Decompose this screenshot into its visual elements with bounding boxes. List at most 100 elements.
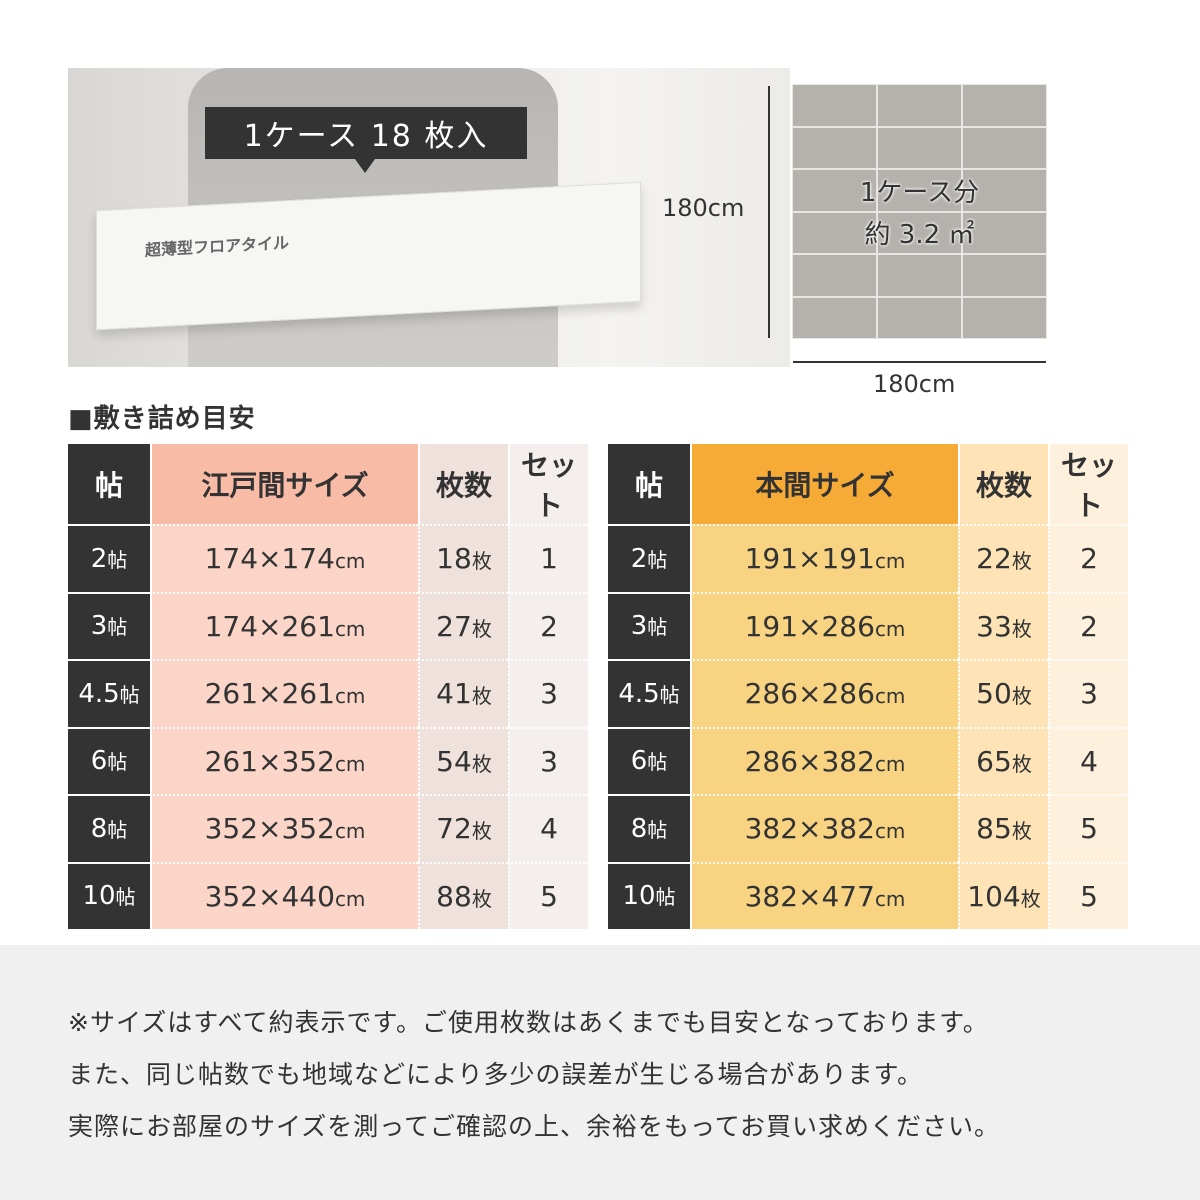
header-cell: セット [508,444,588,524]
room-size-cell: 4.5帖 [608,659,690,727]
tile-count-cell: 65枚 [958,726,1048,794]
table-row: 8帖 382×382cm 85枚 5 [608,794,1128,862]
coverage-line1: 1ケース分 [859,178,980,208]
tile-count-cell: 54枚 [418,726,508,794]
dimension-cell: 174×261cm [150,591,418,659]
tile-count-cell: 72枚 [418,794,508,862]
dimension-cell: 286×382cm [690,726,958,794]
room-size-cell: 2帖 [608,524,690,592]
set-count-cell: 5 [1048,861,1128,929]
header-cell: 枚数 [418,444,508,524]
tile-count-cell: 85枚 [958,794,1048,862]
header-cell: 帖 [608,444,690,524]
case-count-callout: 1ケース 18 枚入 [205,107,527,173]
table-row: 4.5帖 261×261cm 41枚 3 [68,659,588,727]
tile [962,211,1047,254]
header-cell: 帖 [68,444,150,524]
tile [877,296,962,339]
table-row: 4.5帖 286×286cm 50枚 3 [608,659,1128,727]
set-count-cell: 2 [1048,591,1128,659]
edo-size-table: 帖江戸間サイズ 枚数 セット 2帖 174×174cm 18枚 1 3帖 174×2… [68,444,588,929]
box-label: 超薄型フロアタイル [145,233,290,260]
table-row: 3帖 191×286cm 33枚 2 [608,591,1128,659]
set-count-cell: 5 [508,861,588,929]
tile-count-cell: 41枚 [418,659,508,727]
notes-panel: ※サイズはすべて約表示です。ご使用枚数はあくまでも目安となっております。 また、… [0,945,1200,1200]
set-count-cell: 2 [508,591,588,659]
dimension-cell: 352×352cm [150,794,418,862]
tile [792,84,877,127]
tile-count-cell: 50枚 [958,659,1048,727]
dimension-cell: 191×286cm [690,591,958,659]
tile [962,84,1047,127]
table-row: 6帖 261×352cm 54枚 3 [68,726,588,794]
product-box: 超薄型フロアタイル [96,181,641,331]
set-count-cell: 5 [1048,794,1128,862]
room-size-cell: 6帖 [608,726,690,794]
header-cell: 枚数 [958,444,1048,524]
honma-size-table: 帖本間サイズ 枚数 セット 2帖 191×191cm 22枚 2 3帖 191×28… [608,444,1128,929]
tile [792,126,877,169]
table-row: 3帖 174×261cm 27枚 2 [68,591,588,659]
tile [962,296,1047,339]
dimension-cell: 382×382cm [690,794,958,862]
tile [877,211,962,254]
room-size-cell: 3帖 [68,591,150,659]
tile-count-cell: 88枚 [418,861,508,929]
note-line: ※サイズはすべて約表示です。ご使用枚数はあくまでも目安となっております。 [68,1008,989,1037]
set-count-cell: 3 [508,659,588,727]
dimension-cell: 191×191cm [690,524,958,592]
note-line: また、同じ帖数でも地域などにより多少の誤差が生じる場合があります。 [68,1060,924,1089]
room-size-cell: 6帖 [68,726,150,794]
width-label: 180cm [873,370,956,398]
room-size-cell: 10帖 [608,861,690,929]
tile-count-cell: 22枚 [958,524,1048,592]
room-size-cell: 4.5帖 [68,659,150,727]
tile-count-cell: 27枚 [418,591,508,659]
tile-count-cell: 18枚 [418,524,508,592]
tile [962,169,1047,212]
dimension-cell: 382×477cm [690,861,958,929]
table-row: 8帖 352×352cm 72枚 4 [68,794,588,862]
tile [792,169,877,212]
tile-grid [792,84,1047,339]
coverage-line2: 約 3.2 ㎡ [864,220,975,250]
dimension-cell: 261×352cm [150,726,418,794]
header-cell: 江戸間サイズ [150,444,418,524]
dimension-cell: 174×174cm [150,524,418,592]
tile [877,84,962,127]
room-size-cell: 10帖 [68,861,150,929]
width-dimension-arrow [793,361,1046,363]
header-cell: 本間サイズ [690,444,958,524]
set-count-cell: 4 [508,794,588,862]
tile [792,296,877,339]
table-row: 2帖 191×191cm 22枚 2 [608,524,1128,592]
tile [877,126,962,169]
set-count-cell: 4 [1048,726,1128,794]
tile-count-cell: 33枚 [958,591,1048,659]
set-count-cell: 2 [1048,524,1128,592]
coverage-text: 1ケース分約 3.2 ㎡ [793,172,1046,256]
tile-count-cell: 104枚 [958,861,1048,929]
tile [877,169,962,212]
room-size-cell: 3帖 [608,591,690,659]
set-count-cell: 3 [508,726,588,794]
set-count-cell: 3 [1048,659,1128,727]
dimension-cell: 286×286cm [690,659,958,727]
tile [792,211,877,254]
room-size-cell: 2帖 [68,524,150,592]
section-title: ■敷き詰め目安 [68,404,256,434]
tile [962,126,1047,169]
tile [877,254,962,297]
height-label: 180cm [662,194,745,222]
table-row: 10帖 382×477cm 104枚 5 [608,861,1128,929]
table-row: 10帖 352×440cm 88枚 5 [68,861,588,929]
table-row: 6帖 286×382cm 65枚 4 [608,726,1128,794]
header-cell: セット [1048,444,1128,524]
height-dimension-arrow [768,86,770,338]
dimension-cell: 261×261cm [150,659,418,727]
table-row: 2帖 174×174cm 18枚 1 [68,524,588,592]
dimension-cell: 352×440cm [150,861,418,929]
room-size-cell: 8帖 [68,794,150,862]
room-size-cell: 8帖 [608,794,690,862]
